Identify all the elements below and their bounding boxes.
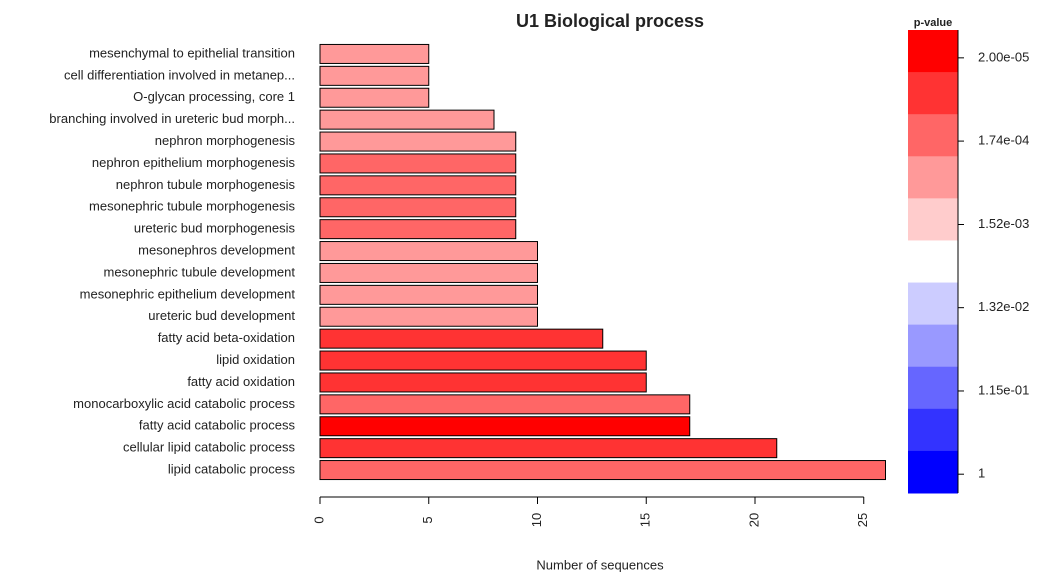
x-axis-label: Number of sequences xyxy=(536,557,664,572)
y-tick-label: O-glycan processing, core 1 xyxy=(133,89,295,104)
y-tick-label: nephron tubule morphogenesis xyxy=(116,177,296,192)
bar xyxy=(319,153,517,174)
y-tick-label: mesonephros development xyxy=(138,242,295,257)
colorbar-segment xyxy=(908,198,958,241)
y-tick-label: cell differentiation involved in metanep… xyxy=(64,67,295,82)
x-tick-label: 20 xyxy=(746,513,761,527)
bar xyxy=(319,416,691,437)
colorbar-tick-label: 1.52e-03 xyxy=(978,216,1029,231)
bar xyxy=(319,438,778,459)
colorbar-tick-label: 1.74e-04 xyxy=(978,133,1029,148)
bar xyxy=(319,262,538,283)
y-tick-label: lipid oxidation xyxy=(216,352,295,367)
bar xyxy=(319,284,538,305)
bar xyxy=(319,131,517,152)
y-tick-label: ureteric bud morphogenesis xyxy=(134,221,296,236)
colorbar-title: p-value xyxy=(914,17,953,29)
colorbar-segment xyxy=(908,282,958,326)
colorbar-segment xyxy=(908,408,958,452)
bar xyxy=(319,109,495,130)
y-tick-label: fatty acid catabolic process xyxy=(139,418,296,433)
x-tick-label: 15 xyxy=(638,513,653,527)
colorbar-segment xyxy=(908,30,958,73)
y-tick-label: lipid catabolic process xyxy=(168,461,296,476)
y-tick-label: mesenchymal to epithelial transition xyxy=(89,45,295,60)
chart-title: U1 Biological process xyxy=(516,11,704,31)
y-tick-label: cellular lipid catabolic process xyxy=(123,440,295,455)
x-tick-label: 5 xyxy=(420,516,435,523)
bar xyxy=(319,372,647,393)
bar xyxy=(319,65,430,86)
bar xyxy=(319,219,517,240)
y-tick-label: mesonephric epithelium development xyxy=(80,286,296,301)
colorbar-segment xyxy=(908,450,958,494)
bar xyxy=(319,87,430,108)
colorbar-tick-label: 1.15e-01 xyxy=(978,382,1029,397)
colorbar-segment xyxy=(908,366,958,410)
colorbar-segment xyxy=(908,156,958,199)
y-tick-label: monocarboxylic acid catabolic process xyxy=(73,396,295,411)
y-tick-label: ureteric bud development xyxy=(148,308,295,323)
bar xyxy=(319,43,430,64)
y-tick-label: mesonephric tubule development xyxy=(103,264,295,279)
x-tick-label: 10 xyxy=(529,513,544,527)
colorbar-tick-label: 1.32e-02 xyxy=(978,299,1029,314)
bar xyxy=(319,197,517,218)
colorbar-segment xyxy=(908,114,958,157)
y-tick-label: nephron morphogenesis xyxy=(155,133,296,148)
colorbar-tick-label: 1 xyxy=(978,466,985,481)
colorbar-segment xyxy=(908,72,958,115)
y-tick-label: mesonephric tubule morphogenesis xyxy=(89,199,295,214)
bar xyxy=(319,306,538,327)
bar xyxy=(319,394,691,415)
x-tick-label: 0 xyxy=(311,516,326,523)
bar xyxy=(319,460,886,481)
y-tick-label: branching involved in ureteric bud morph… xyxy=(49,111,295,126)
x-tick-label: 25 xyxy=(855,513,870,527)
y-tick-label: fatty acid oxidation xyxy=(187,374,295,389)
colorbar-segment xyxy=(908,240,958,284)
bar xyxy=(319,175,517,196)
colorbar-tick-label: 2.00e-05 xyxy=(978,49,1029,64)
bar xyxy=(319,241,538,262)
colorbar-segment xyxy=(908,324,958,368)
y-tick-label: fatty acid beta-oxidation xyxy=(158,330,295,345)
y-tick-label: nephron epithelium morphogenesis xyxy=(92,155,296,170)
bar xyxy=(319,328,604,349)
bar xyxy=(319,350,647,371)
